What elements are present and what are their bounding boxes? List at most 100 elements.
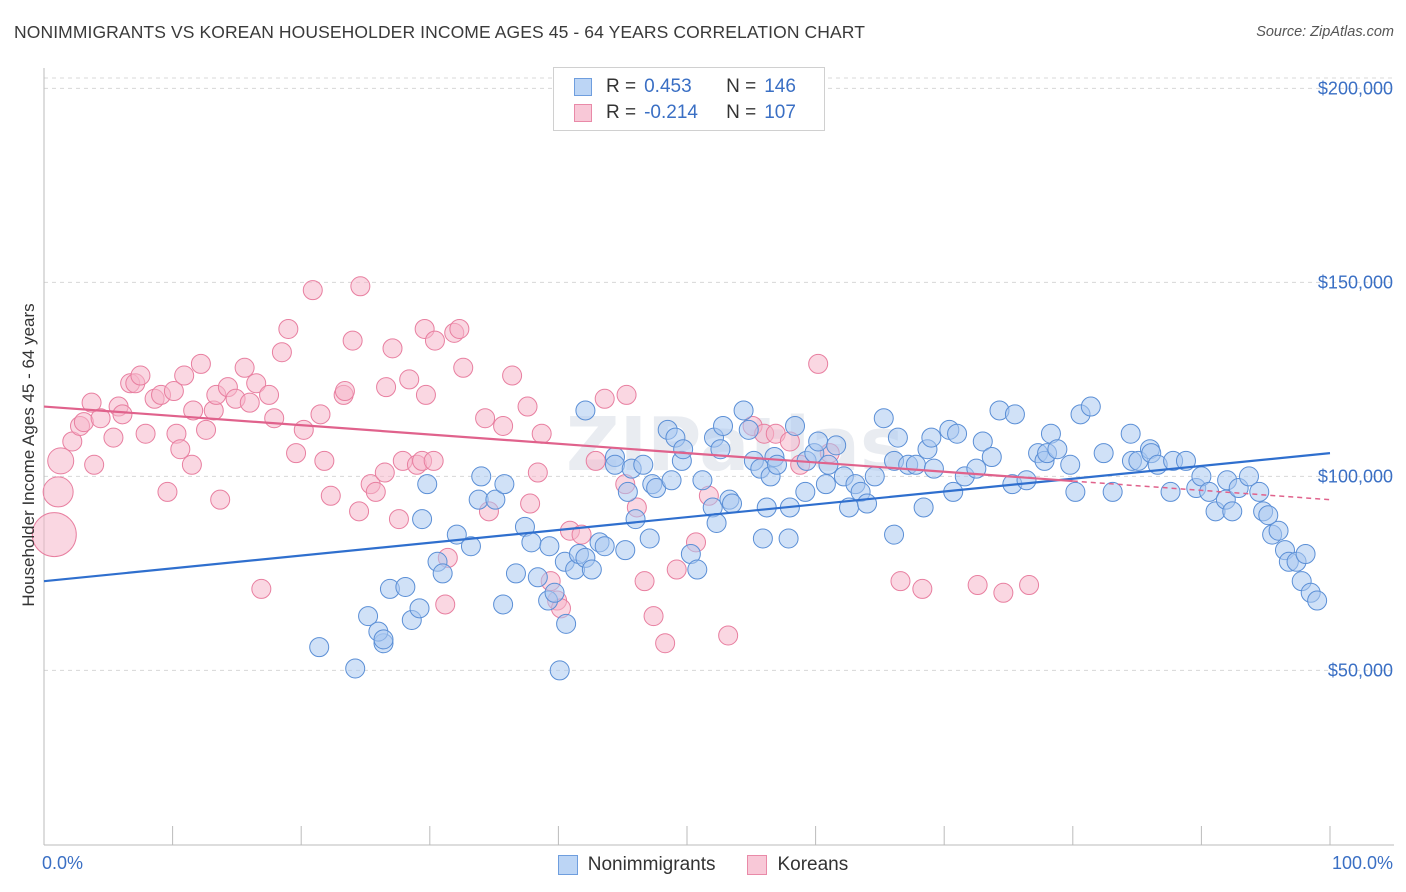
nonimmigrant-point [1199, 481, 1220, 502]
nonimmigrant-point [345, 658, 366, 679]
korean-point [594, 388, 615, 409]
nonimmigrant-point [1060, 454, 1081, 475]
nonimmigrants-points [309, 396, 1328, 681]
korean-point [365, 481, 386, 502]
nonimmigrant-point [505, 563, 526, 584]
korean-point [73, 412, 94, 433]
legend-n-label: N = [726, 102, 757, 123]
nonimmigrant-point [1093, 443, 1114, 464]
korean-point [388, 509, 409, 530]
korean-point [310, 404, 331, 425]
nonimmigrant-point [471, 466, 492, 487]
legend-item-nonimmigrants: Nonimmigrants [557, 854, 716, 876]
korean-point [527, 462, 548, 483]
nonimmigrant-point [412, 509, 433, 530]
korean-point [259, 384, 280, 405]
legend-label-nonimmigrants: Nonimmigrants [587, 854, 716, 875]
korean-point [264, 408, 285, 429]
x-tick-labels: 0.0% 100.0% [42, 853, 1393, 873]
korean-point [531, 423, 552, 444]
korean-point [196, 419, 217, 440]
korean-point [130, 365, 151, 386]
nonimmigrant-point [539, 536, 560, 557]
korean-point [103, 427, 124, 448]
korean-point [493, 415, 514, 436]
korean-point [382, 338, 403, 359]
nonimmigrant-point [1307, 590, 1328, 611]
x-tick-label: 0.0% [42, 853, 83, 873]
nonimmigrant-point [873, 408, 894, 429]
nonimmigrant-point [913, 497, 934, 518]
korean-point [643, 606, 664, 627]
nonimmigrant-point [733, 400, 754, 421]
legend-swatch-blue [574, 78, 592, 96]
korean-point [210, 489, 231, 510]
nonimmigrant-point [947, 423, 968, 444]
nonimmigrant-point [617, 481, 638, 502]
nonimmigrant-point [625, 509, 646, 530]
nonimmigrant-point [575, 400, 596, 421]
nonimmigrant-point [549, 660, 570, 681]
korean-point [246, 373, 267, 394]
nonimmigrant-point [884, 524, 905, 545]
nonimmigrant-point [468, 489, 489, 510]
nonimmigrant-point [556, 613, 577, 634]
trend-lines [43, 405, 1331, 583]
korean-point [234, 357, 255, 378]
nonimmigrant-point [795, 481, 816, 502]
korean-point [112, 404, 133, 425]
nonimmigrant-point [1102, 481, 1123, 502]
x-tick-label: 100.0% [1332, 853, 1393, 873]
korean-point [271, 342, 292, 363]
legend-swatch-blue [557, 855, 578, 875]
source-label: Source: ZipAtlas.com [1256, 24, 1394, 40]
korean-point [424, 330, 445, 351]
korean-point [181, 454, 202, 475]
legend-r-value: -0.214 [644, 102, 698, 123]
korean-point [475, 408, 496, 429]
nonimmigrant-point [1120, 423, 1141, 444]
nonimmigrant-point [1065, 481, 1086, 502]
nonimmigrant-point [887, 427, 908, 448]
korean-point [350, 276, 371, 297]
korean-point [90, 408, 111, 429]
korean-point [423, 450, 444, 471]
legend-n-value: 107 [764, 102, 796, 123]
korean-point [349, 501, 370, 522]
korean-point [183, 400, 204, 421]
nonimmigrant-point [373, 629, 394, 650]
nonimmigrant-point [1268, 520, 1289, 541]
nonimmigrant-point [673, 439, 694, 460]
nonimmigrant-point [1004, 404, 1025, 425]
y-tick-label: $50,000 [1328, 660, 1393, 680]
nonimmigrant-point [713, 415, 734, 436]
legend-n-value: 146 [764, 76, 796, 97]
nonimmigrant-point [460, 536, 481, 557]
correlation-legend: R = 0.453 N = 146 R = -0.214 N = 107 [553, 67, 825, 131]
nonimmigrant-point [493, 594, 514, 615]
korean-point [890, 571, 911, 592]
legend-row-koreans: R = -0.214 N = 107 [574, 101, 796, 125]
korean-point [453, 357, 474, 378]
korean-point [517, 396, 538, 417]
korean-point [399, 369, 420, 390]
nonimmigrant-point [785, 415, 806, 436]
y-tick-label: $150,000 [1318, 272, 1393, 292]
nonimmigrant-point [1016, 470, 1037, 491]
koreans-points [31, 276, 1040, 654]
nonimmigrant-point [639, 528, 660, 549]
korean-point [571, 524, 592, 545]
korean-point [302, 280, 323, 301]
korean-point [42, 476, 74, 508]
korean-point [435, 594, 456, 615]
nonimmigrant-point [1175, 450, 1196, 471]
nonimmigrant-point [417, 474, 438, 495]
nonimmigrant-point [395, 576, 416, 597]
nonimmigrant-point [527, 567, 548, 588]
nonimmigrant-point [738, 419, 759, 440]
korean-point [967, 575, 988, 596]
korean-point [634, 571, 655, 592]
korean-point [135, 423, 156, 444]
y-axis-label: Householder Income Ages 45 - 64 years [19, 303, 38, 606]
